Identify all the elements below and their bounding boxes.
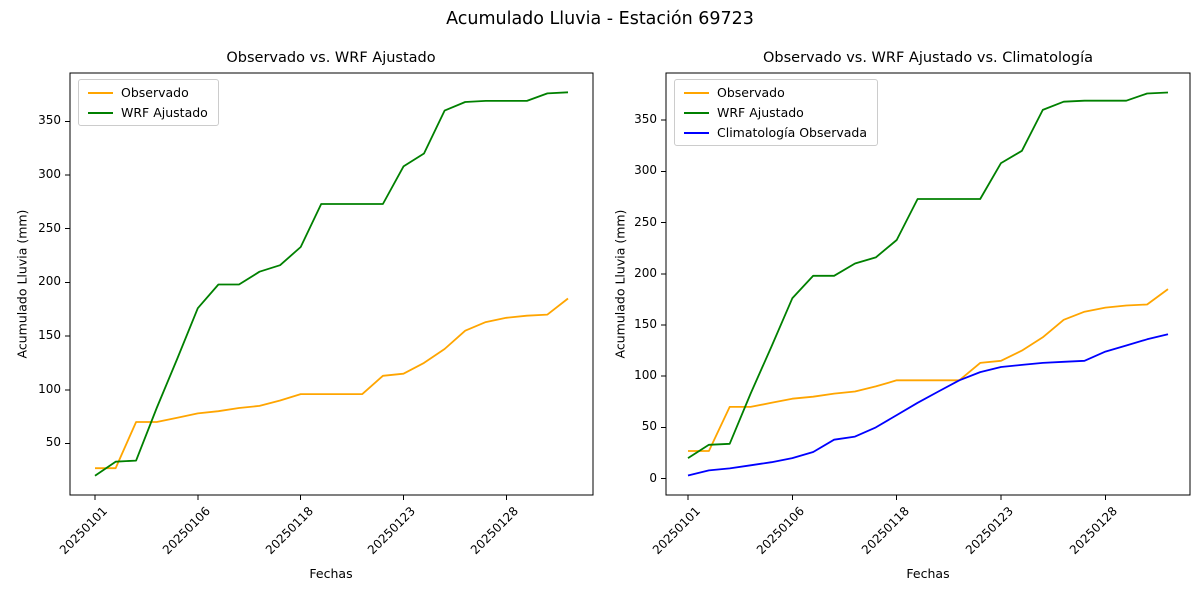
series-line-observado [688,288,1169,452]
legend: Observado WRF Ajustado Climatología Observ… [674,79,878,146]
y-tick-label: 100 [634,368,657,383]
left-subplot-title: Observado vs. WRF Ajustado [226,50,436,66]
y-tick-label: 0 [649,470,657,485]
legend-entry: Observado [684,85,867,100]
y-tick-label: 50 [641,419,657,434]
axes-spine [665,72,1191,496]
series-line-observado [95,297,569,470]
legend-line-swatch [88,111,113,114]
y-tick-label: 350 [634,112,657,127]
legend-label: WRF Ajustado [121,105,208,120]
legend: Observado WRF Ajustado [78,79,219,126]
legend-line-swatch [684,131,709,134]
y-tick-label: 150 [38,328,61,343]
series-line-wrf-ajustado [687,91,1169,459]
legend-entry: Climatología Observada [684,125,867,140]
axes-spine [69,72,594,496]
legend-entry: WRF Ajustado [684,105,867,120]
y-tick-label: 300 [38,167,61,181]
y-tick-label: 350 [38,113,61,128]
legend-entry: Observado [88,85,208,100]
right-y-axis-label: Acumulado Lluvia (mm) [612,209,628,359]
y-tick-label: 100 [38,381,61,396]
y-tick-label: 200 [38,274,61,289]
left-x-axis-label: Fechas [309,566,353,581]
y-tick-label: 150 [634,316,657,331]
series-line-wrf-ajustado [94,91,569,477]
legend-label: Observado [717,85,785,100]
legend-label: WRF Ajustado [717,105,804,120]
legend-entry: WRF Ajustado [88,105,208,120]
legend-line-swatch [88,91,113,94]
legend-line-swatch [684,111,709,114]
series-line-climatolog-a-observada [687,333,1169,477]
y-tick-label: 250 [634,214,657,229]
y-tick-label: 250 [38,220,61,235]
y-tick-label: 50 [45,435,61,450]
right-subplot-title: Observado vs. WRF Ajustado vs. Climatolo… [763,50,1093,66]
y-tick-label: 200 [634,265,657,280]
y-tick-label: 300 [634,163,657,178]
figure-title: Acumulado Lluvia - Estación 69723 [446,9,754,29]
legend-label: Observado [121,85,189,100]
legend-line-swatch [684,91,709,94]
legend-label: Climatología Observada [717,125,867,140]
right-x-axis-label: Fechas [906,566,950,581]
